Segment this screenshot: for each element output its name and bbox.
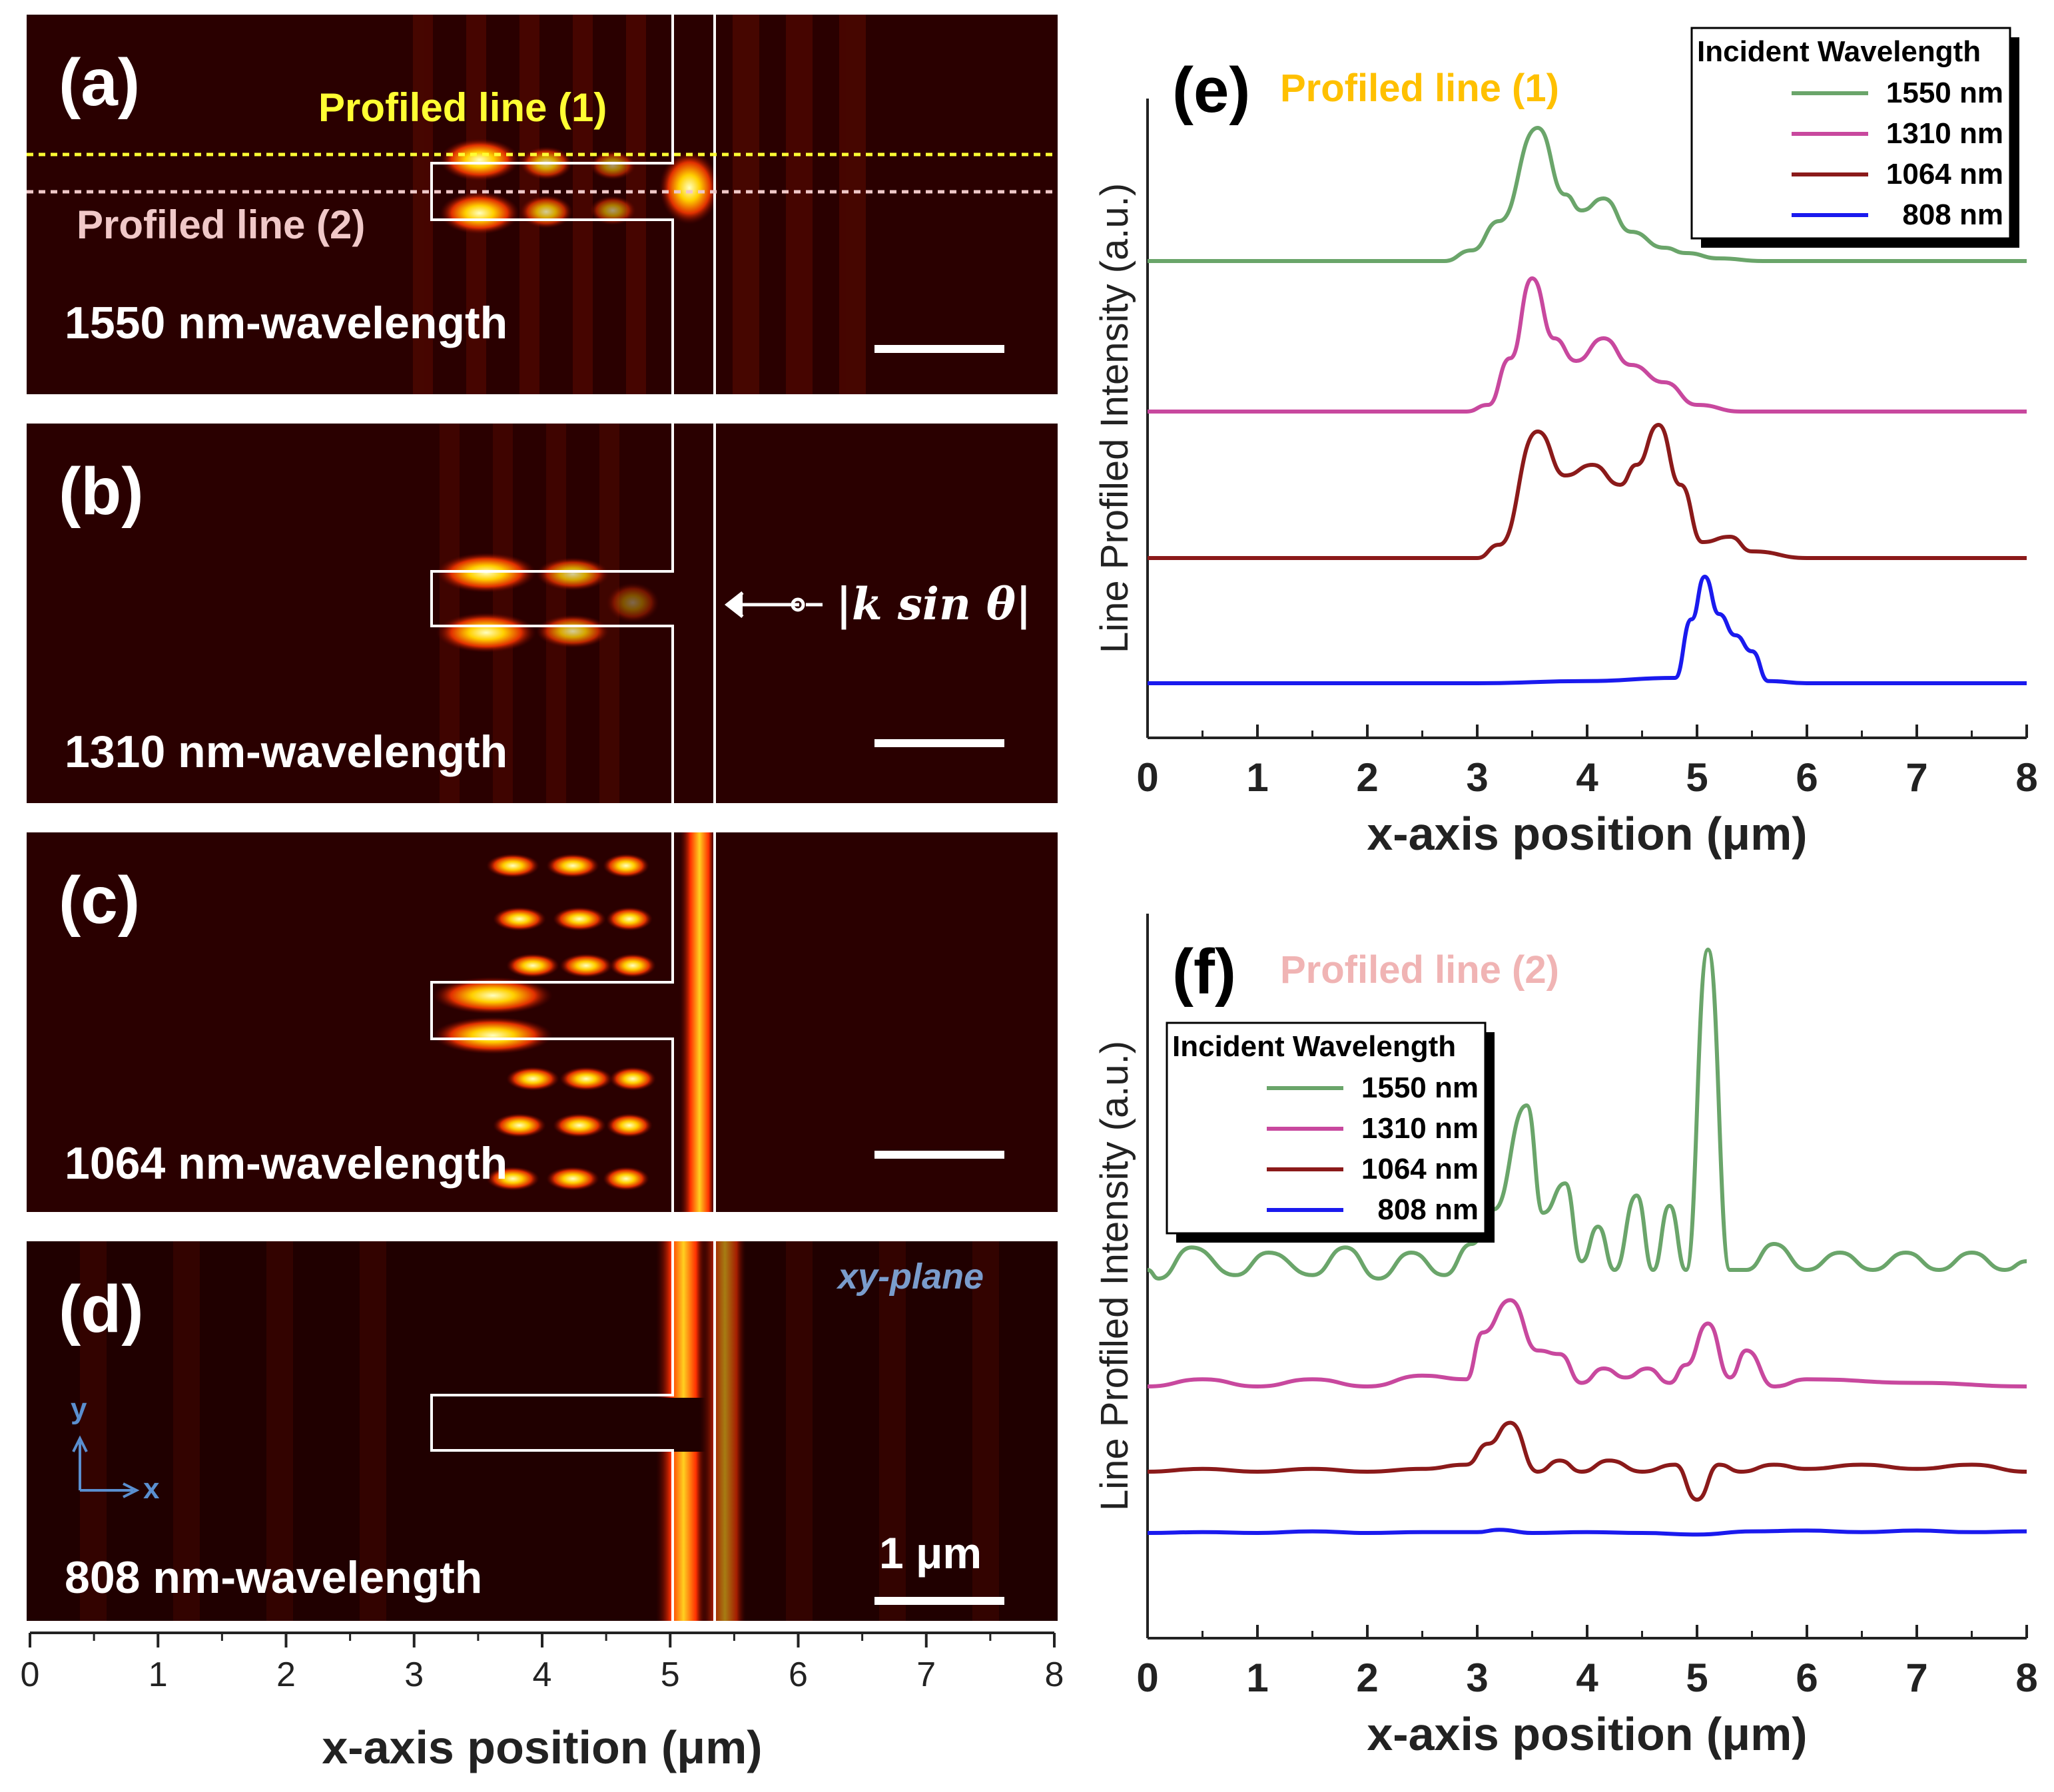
scale-bar-b <box>874 739 1004 747</box>
legend-title: Incident Wavelength <box>1697 35 1981 68</box>
legend-entry: 1064 nm <box>1886 158 2003 190</box>
left-axis-tick-label: 4 <box>533 1655 552 1694</box>
x-tick-label: 7 <box>1905 1655 1927 1700</box>
k-sin-theta-arrow-icon <box>724 591 823 618</box>
legend-entry: 808 nm <box>1377 1193 1479 1226</box>
chart-panel-label: (e) <box>1172 55 1250 126</box>
series-line-808-nm <box>1148 574 2027 686</box>
axis-y-label: y <box>71 1392 87 1425</box>
panel-label-b: (b) <box>59 454 144 529</box>
x-tick-label: 5 <box>1686 1655 1708 1700</box>
scale-bar-d <box>874 1597 1004 1605</box>
x-tick-label: 0 <box>1136 755 1158 800</box>
legend-title: Incident Wavelength <box>1172 1030 1456 1063</box>
scale-bar-a <box>874 345 1004 353</box>
x-tick-label: 7 <box>1905 755 1927 800</box>
xy-axes-icon <box>72 1435 140 1498</box>
left-x-axis-label: x-axis position (μm) <box>322 1721 762 1773</box>
left-axis-tick-label: 5 <box>661 1655 680 1694</box>
series-line-808-nm <box>1147 1528 2027 1537</box>
x-tick-label: 4 <box>1576 1655 1598 1700</box>
y-axis-label: Line Profiled Intensity (a.u.) <box>1093 1041 1136 1511</box>
chart-title: Profiled line (2) <box>1280 948 1559 992</box>
panel-a-field-map <box>27 15 1058 394</box>
left-axis-tick-label: 8 <box>1045 1655 1064 1694</box>
profiled-line-2-label: Profiled line (2) <box>77 202 365 247</box>
x-tick-label: 3 <box>1466 755 1488 800</box>
left-axis-tick-label: 6 <box>789 1655 808 1694</box>
scale-bar-label: 1 μm <box>879 1528 982 1578</box>
left-x-axis: 0 1 2 3 4 5 6 7 8 <box>21 1632 1064 1694</box>
x-tick-label: 0 <box>1136 1655 1158 1700</box>
series-line-1310-nm <box>1148 276 2027 414</box>
chart-e: 0 1 2 3 4 5 6 7 8 x-axis position (μm) Line Profil… <box>1093 27 2038 860</box>
legend-entry: 1550 nm <box>1361 1071 1479 1104</box>
panel-c-field-map <box>27 832 1058 1212</box>
series-line-1550-nm <box>1147 947 2027 1281</box>
panel-d-field-map <box>27 1241 1058 1621</box>
series-line-1064-nm <box>1147 1420 2027 1502</box>
left-axis-tick-label: 1 <box>149 1655 168 1694</box>
panel-label-d: (d) <box>59 1272 144 1346</box>
x-tick-label: 4 <box>1576 755 1598 800</box>
left-axis-tick-label: 3 <box>404 1655 424 1694</box>
y-axis-label: Line Profiled Intensity (a.u.) <box>1093 183 1136 653</box>
panel-label-c: (c) <box>59 863 140 938</box>
x-tick-label: 6 <box>1796 755 1818 800</box>
legend-entry: 1310 nm <box>1361 1112 1479 1145</box>
x-tick-label: 3 <box>1466 1655 1488 1700</box>
panel-label-a: (a) <box>59 45 140 120</box>
x-tick-label: 5 <box>1686 755 1708 800</box>
chart-panel-label: (f) <box>1172 936 1236 1008</box>
x-tick-label: 1 <box>1246 755 1268 800</box>
series-line-1310-nm <box>1147 1298 2027 1389</box>
xy-plane-label: xy-plane <box>836 1257 984 1297</box>
x-axis-label: x-axis position (μm) <box>1367 1708 1807 1760</box>
left-axis-tick-label: 7 <box>916 1655 936 1694</box>
chart-f: 0 1 2 3 4 5 6 7 8 x-axis position (μm) Line Profil… <box>1093 914 2038 1760</box>
wavelength-label-b: 1310 nm-wavelength <box>65 727 508 777</box>
scale-bar-c <box>874 1151 1004 1159</box>
legend-entry: 1064 nm <box>1361 1153 1479 1185</box>
x-tick-label: 1 <box>1246 1655 1268 1700</box>
panel-b-field-map <box>27 424 1058 803</box>
profiled-line-1-label: Profiled line (1) <box>318 85 607 130</box>
legend-entry: 1310 nm <box>1886 117 2003 150</box>
left-axis-tick-label: 2 <box>276 1655 296 1694</box>
x-tick-label: 2 <box>1356 755 1378 800</box>
k-sin-theta-label: |k sin θ| <box>836 578 1032 630</box>
legend-entry: 1550 nm <box>1886 77 2003 109</box>
x-tick-label: 8 <box>2015 755 2037 800</box>
legend-entry: 808 nm <box>1902 198 2003 231</box>
chart-title: Profiled line (1) <box>1280 67 1559 110</box>
wavelength-label-a: 1550 nm-wavelength <box>65 298 508 348</box>
axis-x-label: x <box>143 1472 160 1505</box>
x-tick-label: 2 <box>1356 1655 1378 1700</box>
x-tick-label: 6 <box>1796 1655 1818 1700</box>
wavelength-label-c: 1064 nm-wavelength <box>65 1138 508 1189</box>
wavelength-label-d: 808 nm-wavelength <box>65 1552 482 1603</box>
x-axis-label: x-axis position (μm) <box>1367 808 1807 860</box>
series-line-1064-nm <box>1148 422 2027 561</box>
series-line-1550-nm <box>1148 125 2027 264</box>
x-tick-label: 8 <box>2015 1655 2037 1700</box>
waveguide-outlines <box>430 15 716 1621</box>
left-axis-tick-label: 0 <box>21 1655 40 1694</box>
